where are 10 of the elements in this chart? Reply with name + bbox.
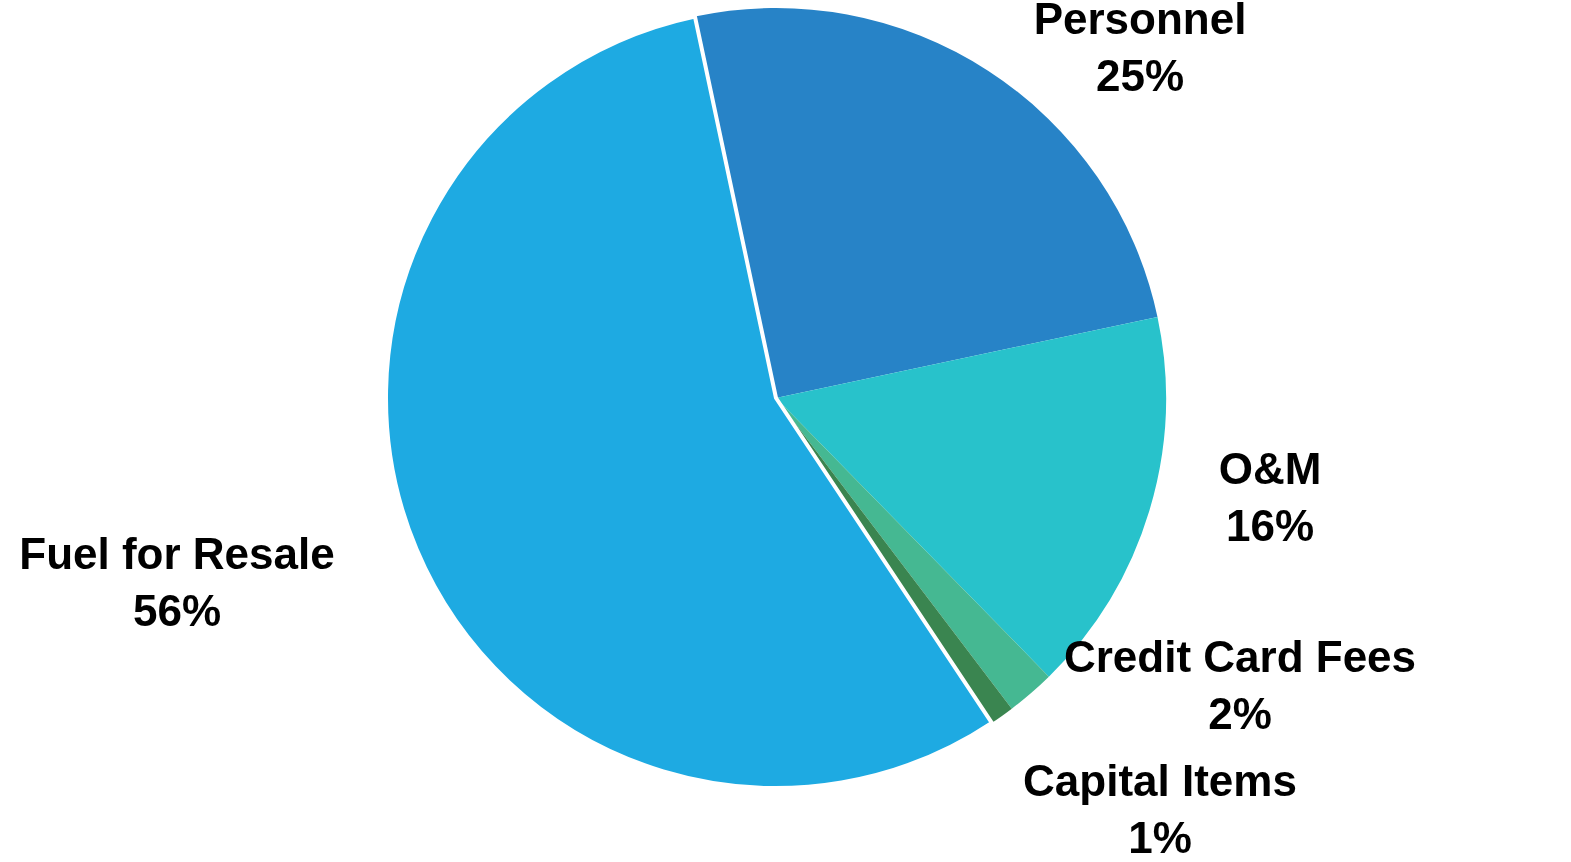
slice-label: Fuel for Resale xyxy=(19,528,335,578)
slice-label: Credit Card Fees xyxy=(1063,631,1417,681)
data-label: 16% xyxy=(1225,500,1315,550)
data-label: 1% xyxy=(1128,812,1192,862)
slice-label: Capital Items xyxy=(1023,755,1297,805)
data-label: 25% xyxy=(1095,50,1185,100)
data-label: 2% xyxy=(1208,688,1272,738)
slice-label: Personnel xyxy=(1033,0,1247,43)
data-label: 56% xyxy=(132,585,222,635)
slice-label: O&M xyxy=(1218,443,1322,493)
